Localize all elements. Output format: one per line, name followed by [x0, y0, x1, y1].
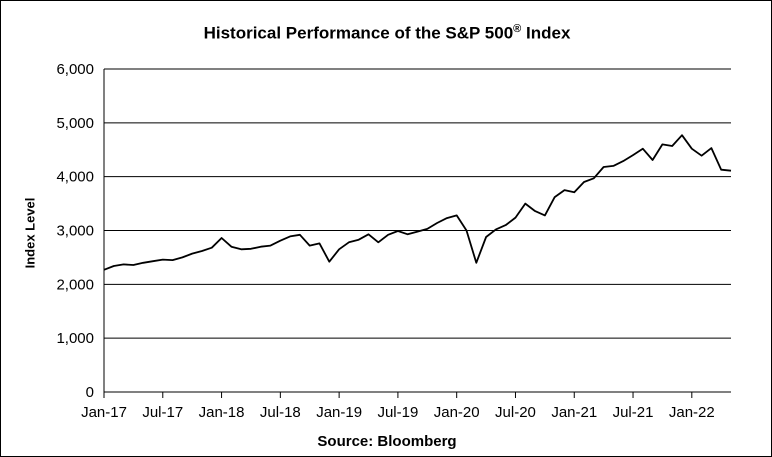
x-tick-label: Jan-17	[81, 404, 127, 421]
x-tick-label: Jan-22	[669, 404, 715, 421]
x-axis-label: Source: Bloomberg	[317, 433, 457, 450]
x-tick-label: Jul-20	[495, 404, 536, 421]
y-tick-label: 0	[86, 384, 94, 401]
x-tick-label: Jul-19	[377, 404, 418, 421]
y-tick-label: 1,000	[56, 330, 94, 347]
y-tick-label: 4,000	[56, 169, 94, 186]
y-tick-label: 5,000	[56, 115, 94, 132]
x-tick-label: Jan-20	[434, 404, 480, 421]
y-tick-label: 3,000	[56, 223, 94, 240]
x-tick-label: Jan-19	[316, 404, 362, 421]
y-tick-label: 2,000	[56, 276, 94, 293]
x-tick-label: Jul-21	[613, 404, 654, 421]
series-line	[103, 134, 732, 271]
y-tick-label: 6,000	[56, 61, 94, 78]
x-tick-label: Jul-18	[260, 404, 301, 421]
x-tick-label: Jul-17	[142, 404, 183, 421]
chart-title: Historical Performance of the S&P 500® I…	[203, 23, 571, 43]
x-tick-label: Jan-21	[551, 404, 597, 421]
x-tick-label: Jan-18	[199, 404, 245, 421]
